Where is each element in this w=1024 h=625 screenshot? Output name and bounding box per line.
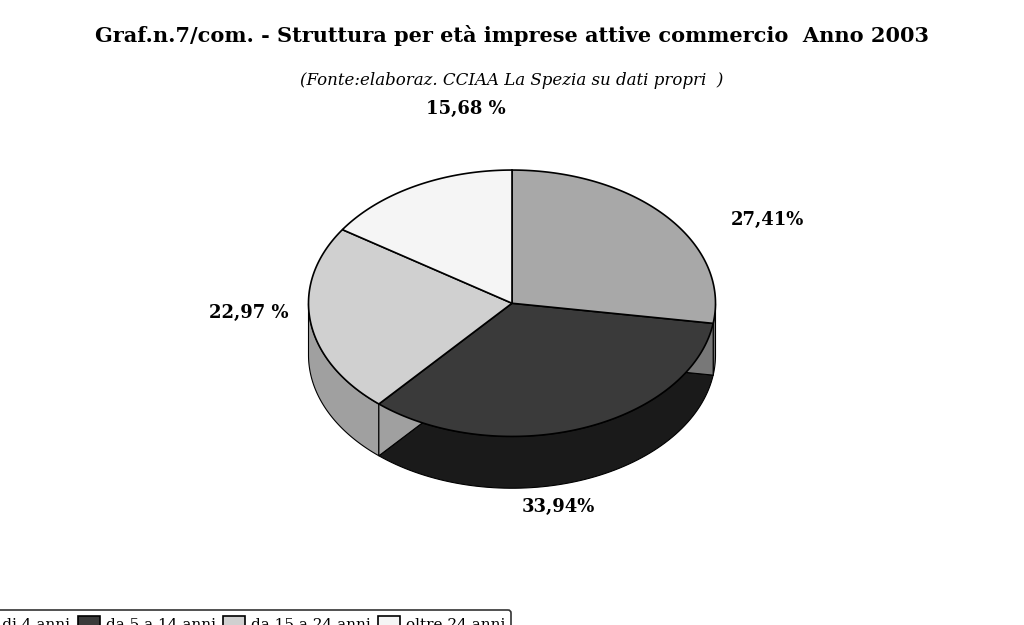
Polygon shape [379, 303, 713, 436]
Polygon shape [379, 303, 512, 456]
Polygon shape [308, 229, 512, 404]
Polygon shape [512, 303, 713, 375]
Text: (Fonte:elaboraz. CCIAA La Spezia su dati propri  ): (Fonte:elaboraz. CCIAA La Spezia su dati… [300, 72, 724, 89]
Polygon shape [379, 303, 512, 456]
Legend: fino a di 4 anni, da 5 a 14 anni, da 15 a 24 anni, oltre 24 anni: fino a di 4 anni, da 5 a 14 anni, da 15 … [0, 610, 511, 625]
Polygon shape [342, 170, 512, 303]
Polygon shape [512, 170, 716, 323]
Polygon shape [379, 323, 713, 488]
Text: Graf.n.7/com. - Struttura per età imprese attive commercio  Anno 2003: Graf.n.7/com. - Struttura per età impres… [95, 25, 929, 46]
Text: 27,41%: 27,41% [730, 211, 804, 229]
Polygon shape [308, 304, 379, 456]
Text: 15,68 %: 15,68 % [426, 100, 506, 118]
Text: 22,97 %: 22,97 % [210, 304, 289, 321]
Polygon shape [512, 303, 713, 375]
Text: 33,94%: 33,94% [521, 498, 595, 516]
Polygon shape [713, 304, 716, 375]
